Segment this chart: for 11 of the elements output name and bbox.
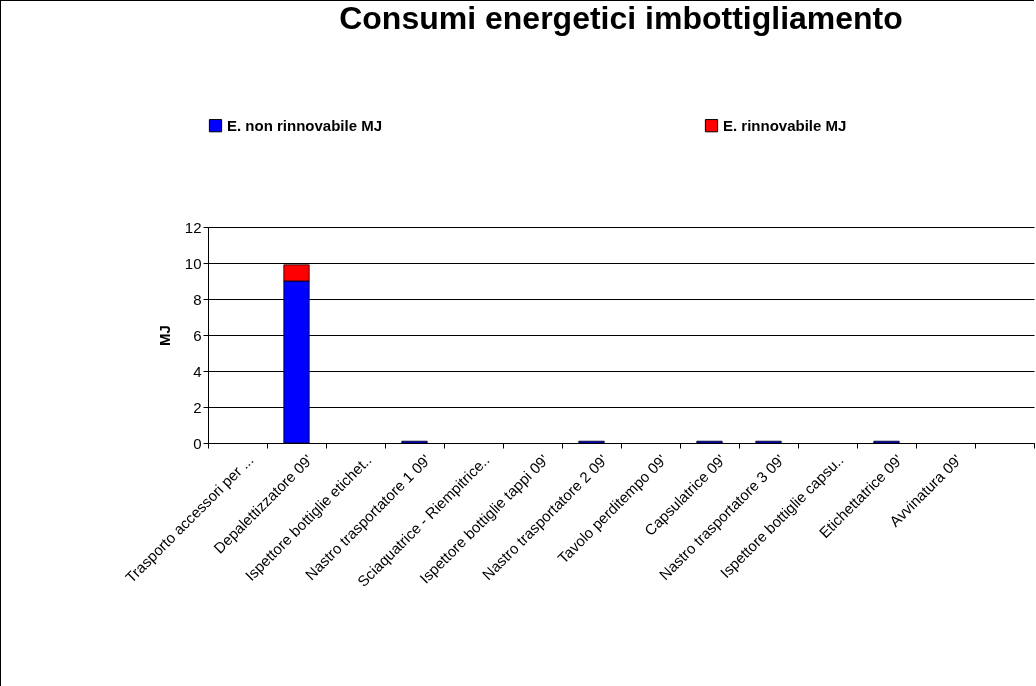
y-tick-label: 4: [193, 362, 202, 380]
legend-label: E. non rinnovabile MJ: [227, 116, 383, 134]
chart-title: Consumi energetici imbottigliamento: [339, 0, 903, 36]
y-tick-label: 12: [184, 218, 202, 236]
y-tick-label: 10: [184, 254, 202, 272]
y-tick-label: 8: [193, 290, 202, 308]
legend-label: E. rinnovabile MJ: [723, 116, 847, 134]
y-tick-label: 2: [193, 398, 202, 416]
y-tick-label: 0: [193, 434, 202, 452]
y-tick-label: 6: [193, 326, 202, 344]
y-axis-title: MJ: [155, 325, 173, 346]
